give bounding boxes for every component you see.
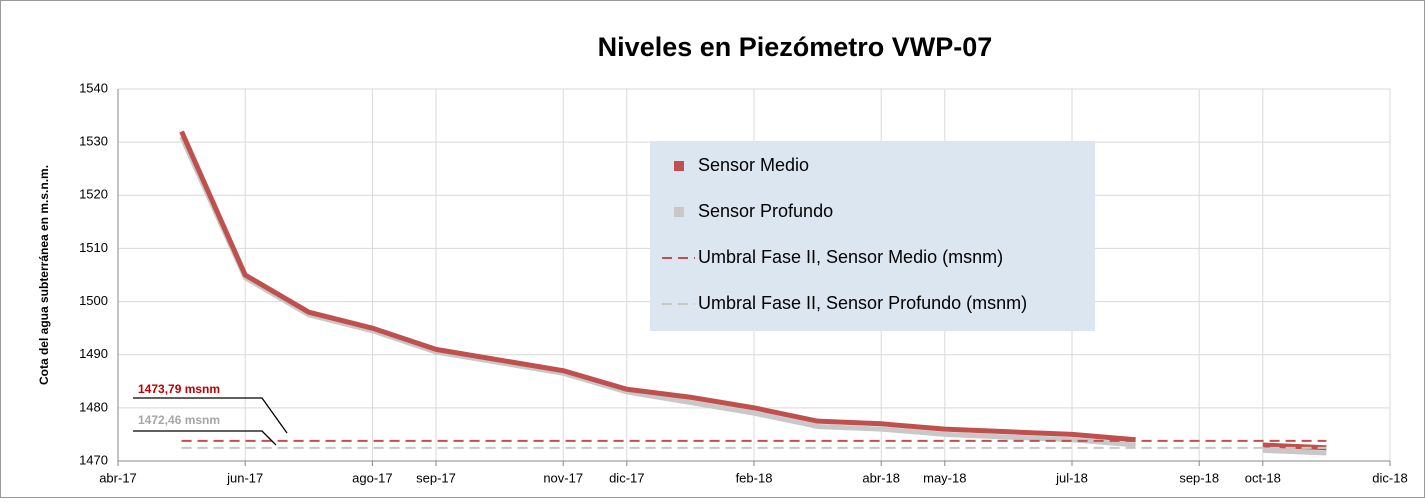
series-line bbox=[179, 130, 1136, 443]
x-tick-label: oct-18 bbox=[1245, 470, 1281, 485]
y-tick-label: 1500 bbox=[79, 293, 108, 308]
legend bbox=[650, 141, 1095, 331]
x-tick-label: dic-17 bbox=[609, 470, 644, 485]
series-line bbox=[1262, 442, 1327, 451]
series-line bbox=[1262, 447, 1327, 456]
x-tick-label: ago-17 bbox=[352, 470, 392, 485]
x-tick-label: jun-17 bbox=[226, 470, 263, 485]
y-tick-label: 1530 bbox=[79, 134, 108, 149]
legend-label: Umbral Fase II, Sensor Profundo (msnm) bbox=[698, 293, 1027, 313]
annotation: 1473,79 msnm bbox=[138, 382, 220, 396]
x-tick-label: abr-18 bbox=[862, 470, 900, 485]
series-line bbox=[179, 135, 1136, 448]
x-tick-label: jul-18 bbox=[1055, 470, 1088, 485]
legend-label: Umbral Fase II, Sensor Medio (msnm) bbox=[698, 247, 1003, 267]
legend-label: Sensor Profundo bbox=[698, 201, 833, 221]
x-tick-label: abr-17 bbox=[99, 470, 137, 485]
y-tick-label: 1480 bbox=[79, 399, 108, 414]
legend-items: Sensor Medio Sensor Profundo Umbral Fase I… bbox=[662, 155, 1027, 313]
plot-area: 1470 1480 1490 1500 1510 1520 1530 1540 abr-17 ju… bbox=[79, 80, 1408, 485]
legend-swatch bbox=[674, 161, 684, 171]
x-tick-label: dic-18 bbox=[1372, 470, 1407, 485]
x-tick-label: sep-17 bbox=[416, 470, 456, 485]
x-tick-label: feb-18 bbox=[736, 470, 773, 485]
y-tick-label: 1520 bbox=[79, 187, 108, 202]
chart-title: Niveles en Piezómetro VWP-07 bbox=[598, 32, 993, 62]
legend-swatch bbox=[674, 207, 684, 217]
y-tick-label: 1540 bbox=[79, 80, 108, 95]
y-axis-label: Cota del agua subterránea en m.s.n.m. bbox=[37, 165, 51, 385]
y-tick-label: 1470 bbox=[79, 452, 108, 467]
legend-label: Sensor Medio bbox=[698, 155, 809, 175]
x-tick-label: nov-17 bbox=[543, 470, 583, 485]
annotation: 1472,46 msnm bbox=[138, 413, 220, 427]
y-tick-label: 1510 bbox=[79, 240, 108, 255]
y-tick-label: 1490 bbox=[79, 346, 108, 361]
callout-line bbox=[133, 430, 277, 446]
x-tick-label: sep-18 bbox=[1179, 470, 1219, 485]
callout-line bbox=[133, 397, 288, 434]
x-tick-label: may-18 bbox=[923, 470, 966, 485]
